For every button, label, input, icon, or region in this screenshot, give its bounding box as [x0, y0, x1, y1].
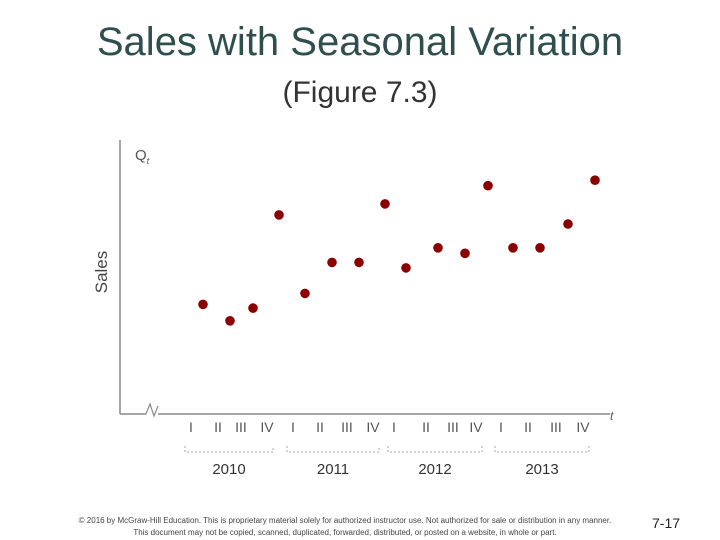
copyright-footer: © 2016 by McGraw-Hill Education. This is… — [40, 515, 650, 539]
year-bracket-2011 — [286, 446, 380, 453]
year-bracket-2010 — [184, 446, 274, 453]
quarter-tick-label-5: I — [291, 419, 295, 435]
data-point-2 — [225, 316, 235, 326]
data-point-11 — [460, 248, 470, 259]
quarter-tick-label-7: III — [341, 419, 353, 435]
data-point-13 — [508, 243, 518, 253]
quarter-tick-label-16: IV — [576, 419, 590, 435]
data-point-6 — [327, 257, 337, 268]
slide-title: Sales with Seasonal Variation — [96, 20, 624, 64]
data-point-12 — [483, 180, 493, 191]
y-axis-symbol: Qt — [135, 147, 150, 166]
footer-line-2: This document may not be copied, scanned… — [133, 528, 557, 537]
sales-scatter-chart: Qt t Sales I II III IV I II III IV I II III IV I II II… — [92, 140, 614, 478]
data-point-8 — [380, 199, 390, 209]
quarter-tick-label-12: IV — [469, 419, 483, 435]
quarter-tick-label-10: II — [422, 419, 430, 435]
slide-subtitle: (Figure 7.3) — [282, 76, 438, 109]
y-axis-label: Sales — [92, 251, 111, 294]
data-point-1 — [198, 299, 208, 310]
data-point-15 — [563, 219, 573, 229]
x-axis-symbol: t — [610, 409, 614, 423]
data-point-7 — [354, 257, 364, 268]
quarter-tick-label-1: I — [189, 419, 193, 435]
year-bracket-2013 — [494, 446, 590, 453]
quarter-tick-label-3: III — [235, 419, 247, 435]
quarter-tick-label-9: I — [392, 419, 396, 435]
data-point-9 — [401, 263, 411, 273]
quarter-tick-label-2: II — [214, 419, 222, 435]
data-point-10 — [433, 243, 443, 253]
quarter-tick-label-11: III — [447, 419, 459, 435]
data-point-3 — [248, 303, 258, 313]
year-label-2013: 2013 — [525, 461, 558, 478]
quarter-tick-label-4: IV — [260, 419, 274, 435]
data-point-4 — [274, 210, 284, 220]
slide-number: 7-17 — [652, 515, 681, 531]
quarter-tick-label-6: II — [316, 419, 324, 435]
data-point-14 — [535, 243, 545, 253]
data-point-16 — [590, 175, 600, 185]
axis-break — [145, 402, 159, 418]
year-label-2011: 2011 — [317, 461, 349, 478]
quarter-tick-label-15: III — [550, 419, 562, 435]
footer-line-1: © 2016 by McGraw-Hill Education. This is… — [78, 516, 612, 525]
year-label-2012: 2012 — [418, 461, 451, 478]
year-label-2010: 2010 — [212, 461, 245, 478]
quarter-tick-label-8: IV — [366, 419, 380, 435]
quarter-tick-label-13: I — [499, 419, 503, 435]
quarter-tick-label-14: II — [524, 419, 532, 435]
year-bracket-2012 — [387, 446, 483, 453]
data-point-5 — [300, 288, 310, 299]
